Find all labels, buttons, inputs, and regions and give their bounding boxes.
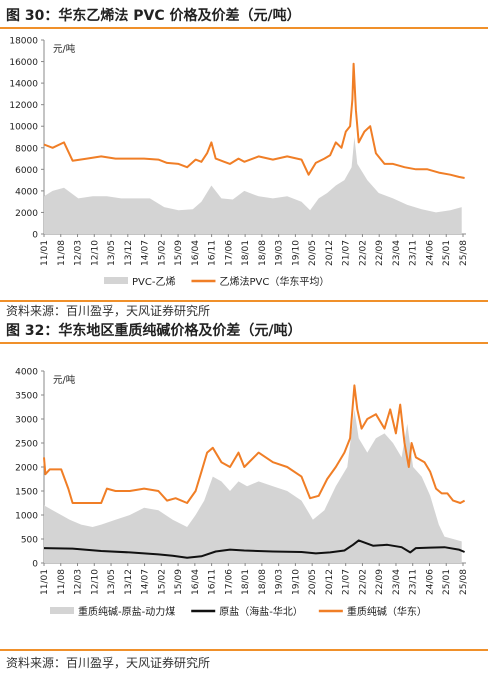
c0-x-tick-label: 21/07 xyxy=(342,240,352,266)
c1-x-tick-label: 16/11 xyxy=(208,569,218,595)
c0-y-tick-label: 14000 xyxy=(9,80,38,90)
c1-y-tick-label: 2000 xyxy=(15,464,38,474)
soda-ash-price-spread-chart: 0 500 1000 1500 2000 2500 3000 3500 4000 元/吨 11/01… xyxy=(15,368,469,619)
c0-x-tick-label: 11/01 xyxy=(40,240,50,266)
c0-x-tick-label: 16/04 xyxy=(191,240,201,266)
c0-y-tick-label: 10000 xyxy=(9,123,38,133)
c1-x-tick-label: 14/07 xyxy=(141,569,151,595)
c0-y-tick-label: 18000 xyxy=(9,37,38,47)
c0-series-line-1 xyxy=(43,62,465,179)
c0-y-tick-label: 0 xyxy=(32,231,38,241)
c1-x-tick-label: 24/06 xyxy=(425,569,435,595)
c1-legend-label-2: 重质纯碱（华东） xyxy=(347,605,427,618)
c1-legend-label-1: 原盐（海盐-华北） xyxy=(219,605,303,618)
figure-30-source: 资料来源：百川盈孚，天风证券研究所 xyxy=(6,304,211,318)
c1-x-tick-label: 23/04 xyxy=(392,569,402,595)
c1-series-line-1 xyxy=(43,539,465,559)
c0-y-tick-label: 2000 xyxy=(15,209,38,219)
c1-x-tick-label: 11/01 xyxy=(40,569,50,595)
c1-y-tick-label: 500 xyxy=(21,536,38,546)
c1-x-tick-label: 12/10 xyxy=(90,569,100,595)
c1-legend-label-0: 重质纯碱-原盐-动力煤 xyxy=(78,605,175,618)
c1-x-tick-label: 11/08 xyxy=(57,569,67,595)
c0-legend-label-1: 乙烯法PVC（华东平均） xyxy=(219,275,329,288)
figure-30-bottom-rule xyxy=(0,300,488,302)
c0-x-tick-label: 24/06 xyxy=(425,240,435,266)
c0-x-tick-label: 11/08 xyxy=(57,240,67,266)
c1-x-tick-label: 22/02 xyxy=(358,569,368,595)
c0-x-tick-label: 18/01 xyxy=(241,240,251,266)
c1-series-area-0 xyxy=(44,409,462,563)
c0-unit-label: 元/吨 xyxy=(53,43,76,55)
c0-legend-swatch-0 xyxy=(104,277,128,284)
c1-x-tick-label: 22/09 xyxy=(375,569,385,595)
figure-32-source: 资料来源：百川盈孚，天风证券研究所 xyxy=(6,656,211,670)
figure-32-title-rule xyxy=(0,342,488,344)
c0-x-tick-label: 13/12 xyxy=(124,240,134,266)
figure-32-bottom-rule xyxy=(0,649,488,651)
c0-x-tick-label: 19/03 xyxy=(275,240,285,266)
c1-x-tick-label: 25/01 xyxy=(442,569,452,595)
c1-series-line-2 xyxy=(43,384,466,504)
pvc-price-spread-chart: 0 2000 4000 6000 8000 10000 12000 14000 16000 180… xyxy=(9,37,469,289)
c0-x-tick-label: 23/11 xyxy=(409,240,419,266)
c1-y-tick-label: 0 xyxy=(32,560,38,570)
c1-x-tick-label: 13/05 xyxy=(107,569,117,595)
c0-x-tick-label: 20/12 xyxy=(325,240,335,266)
c1-x-tick-label: 21/07 xyxy=(342,569,352,595)
c1-y-tick-label: 4000 xyxy=(15,368,38,378)
c1-x-tick-label: 25/08 xyxy=(459,569,469,595)
c1-y-tick-label: 3500 xyxy=(15,392,38,402)
c0-x-tick-label: 22/02 xyxy=(358,240,368,266)
c0-x-tick-label: 20/05 xyxy=(308,240,318,266)
c1-unit-label: 元/吨 xyxy=(53,374,76,386)
c0-y-tick-label: 6000 xyxy=(15,166,38,176)
c1-x-tick-label: 17/06 xyxy=(224,569,234,595)
c1-x-tick-label: 19/10 xyxy=(291,569,301,595)
c1-x-tick-label: 15/02 xyxy=(157,569,167,595)
c1-y-tick-label: 3000 xyxy=(15,416,38,426)
c0-x-tick-label: 15/02 xyxy=(157,240,167,266)
c1-x-tick-label: 13/12 xyxy=(124,569,134,595)
c0-x-tick-label: 13/05 xyxy=(107,240,117,266)
c1-x-tick-label: 18/01 xyxy=(241,569,251,595)
c1-x-tick-label: 16/04 xyxy=(191,569,201,595)
c0-y-tick-label: 12000 xyxy=(9,101,38,111)
c1-y-tick-label: 1500 xyxy=(15,488,38,498)
figure-32-title: 图 32：华东地区重质纯碱价格及价差（元/吨） xyxy=(6,323,302,339)
c1-x-tick-label: 23/11 xyxy=(409,569,419,595)
c0-x-tick-label: 15/09 xyxy=(174,240,184,266)
c0-x-tick-label: 25/08 xyxy=(459,240,469,266)
c0-x-tick-label: 17/06 xyxy=(224,240,234,266)
c0-y-tick-label: 8000 xyxy=(15,144,38,154)
c0-x-tick-label: 16/11 xyxy=(208,240,218,266)
c0-x-tick-label: 22/09 xyxy=(375,240,385,266)
c1-legend-swatch-0 xyxy=(50,607,74,614)
c1-x-tick-label: 20/05 xyxy=(308,569,318,595)
c0-y-tick-label: 4000 xyxy=(15,187,38,197)
c1-x-tick-label: 19/03 xyxy=(275,569,285,595)
c1-y-tick-label: 2500 xyxy=(15,440,38,450)
c0-series-area-0 xyxy=(44,137,462,234)
c0-x-tick-label: 12/03 xyxy=(74,240,84,266)
c0-x-tick-label: 18/08 xyxy=(258,240,268,266)
c0-y-tick-label: 16000 xyxy=(9,58,38,68)
c0-legend-label-0: PVC-乙烯 xyxy=(132,275,175,288)
c0-x-tick-label: 19/10 xyxy=(291,240,301,266)
c0-x-tick-label: 12/10 xyxy=(90,240,100,266)
c0-x-tick-label: 23/04 xyxy=(392,240,402,266)
c0-x-tick-label: 14/07 xyxy=(141,240,151,266)
c0-x-tick-label: 25/01 xyxy=(442,240,452,266)
c1-x-tick-label: 15/09 xyxy=(174,569,184,595)
c1-y-tick-label: 1000 xyxy=(15,512,38,522)
c1-x-tick-label: 12/03 xyxy=(74,569,84,595)
figure-30-title: 图 30：华东乙烯法 PVC 价格及价差（元/吨） xyxy=(6,8,301,24)
c1-x-tick-label: 18/08 xyxy=(258,569,268,595)
c1-x-tick-label: 20/12 xyxy=(325,569,335,595)
figure-30-title-rule xyxy=(0,27,488,29)
